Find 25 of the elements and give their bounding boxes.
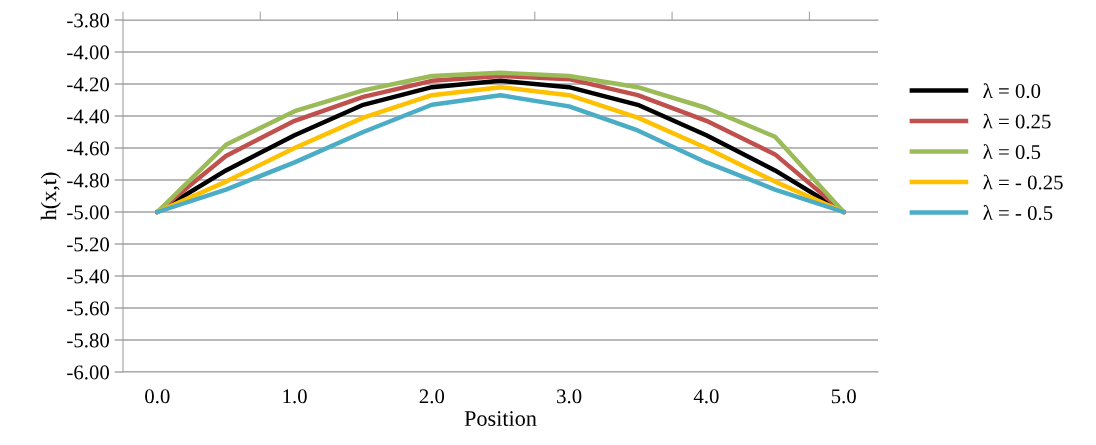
x-tick-label: 0.0 bbox=[145, 389, 170, 404]
x-tick-label: 5.0 bbox=[831, 389, 856, 404]
y-tick-label: -3.80 bbox=[67, 13, 110, 28]
legend-label: λ = - 0.5 bbox=[983, 205, 1053, 221]
y-tick-label: -4.00 bbox=[67, 45, 110, 60]
y-tick-label: -5.40 bbox=[67, 269, 110, 284]
y-tick-label: -4.40 bbox=[67, 109, 110, 124]
y-tick-label: -6.00 bbox=[67, 365, 110, 380]
legend-label: λ = - 0.25 bbox=[983, 174, 1063, 190]
x-tick-label: 2.0 bbox=[419, 389, 445, 404]
y-tick-label: -4.60 bbox=[67, 141, 110, 156]
legend-label: λ = 0.5 bbox=[983, 144, 1041, 160]
y-tick-label: -5.20 bbox=[67, 237, 110, 252]
y-axis-title: h(x,t) bbox=[40, 172, 61, 221]
x-tick-label: 4.0 bbox=[693, 389, 719, 404]
x-tick-label: 3.0 bbox=[557, 389, 582, 404]
x-axis-title: Position bbox=[464, 411, 537, 426]
y-tick-label: -5.80 bbox=[67, 333, 110, 348]
x-tick-label: 1.0 bbox=[283, 389, 307, 404]
y-tick-label: -5.60 bbox=[67, 301, 110, 316]
y-tick-label: -4.20 bbox=[67, 77, 110, 92]
legend-label: λ = 0.0 bbox=[983, 83, 1041, 99]
y-tick-label: -4.80 bbox=[67, 173, 110, 188]
legend-label: λ = 0.25 bbox=[983, 113, 1051, 129]
y-tick-label: -5.00 bbox=[67, 205, 110, 220]
